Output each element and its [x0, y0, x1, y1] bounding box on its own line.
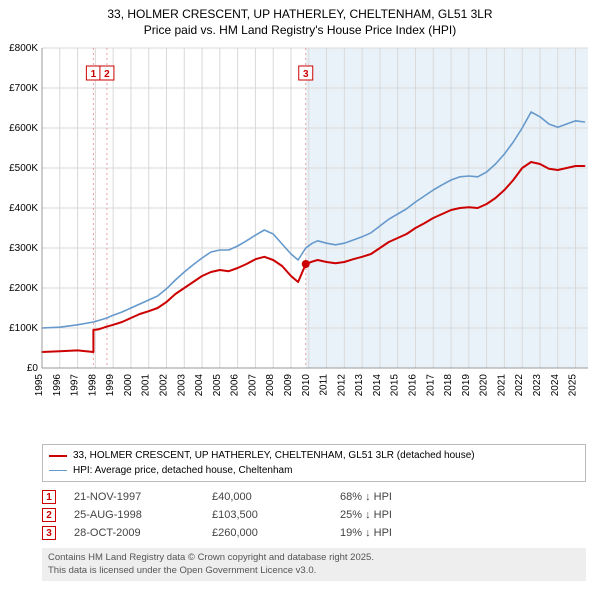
svg-text:£800K: £800K [9, 43, 38, 54]
chart-container: 33, HOLMER CRESCENT, UP HATHERLEY, CHELT… [0, 0, 600, 581]
legend-swatch [49, 470, 67, 471]
svg-text:2012: 2012 [336, 374, 347, 397]
svg-text:2003: 2003 [176, 374, 187, 397]
title-address: 33, HOLMER CRESCENT, UP HATHERLEY, CHELT… [0, 6, 600, 22]
svg-text:2000: 2000 [123, 374, 134, 397]
svg-text:2001: 2001 [141, 374, 152, 397]
svg-text:£300K: £300K [9, 243, 38, 254]
sale-marker-number: 2 [42, 508, 56, 522]
sale-row: 1 21-NOV-1997 £40,000 68% ↓ HPI [42, 488, 586, 506]
sale-row: 2 25-AUG-1998 £103,500 25% ↓ HPI [42, 506, 586, 524]
svg-text:2015: 2015 [390, 374, 401, 397]
legend-swatch [49, 455, 67, 457]
svg-text:2011: 2011 [319, 374, 330, 396]
svg-text:2020: 2020 [479, 374, 490, 397]
svg-text:2019: 2019 [461, 374, 472, 397]
svg-text:2: 2 [104, 69, 110, 80]
svg-text:£400K: £400K [9, 203, 38, 214]
svg-text:2005: 2005 [212, 374, 223, 397]
footer-line2: This data is licensed under the Open Gov… [48, 565, 580, 577]
sale-marker-number: 1 [42, 490, 56, 504]
svg-text:£500K: £500K [9, 163, 38, 174]
chart-svg: £0 £100K £200K £300K £400K £500K £600K £700K £80… [0, 40, 600, 440]
svg-text:2017: 2017 [425, 374, 436, 397]
attribution-footer: Contains HM Land Registry data © Crown c… [42, 548, 586, 581]
svg-text:2013: 2013 [354, 374, 365, 397]
sale-vs-hpi: 25% ↓ HPI [340, 509, 460, 521]
sale-date: 21-NOV-1997 [74, 491, 194, 503]
svg-text:2004: 2004 [194, 374, 205, 397]
legend: 33, HOLMER CRESCENT, UP HATHERLEY, CHELT… [42, 444, 586, 482]
legend-item: 33, HOLMER CRESCENT, UP HATHERLEY, CHELT… [49, 448, 579, 463]
chart-area: £0 £100K £200K £300K £400K £500K £600K £700K £80… [0, 40, 600, 440]
svg-text:2021: 2021 [496, 374, 507, 397]
sale-vs-hpi: 19% ↓ HPI [340, 527, 460, 539]
svg-text:£0: £0 [27, 363, 39, 374]
svg-text:£200K: £200K [9, 283, 38, 294]
title-block: 33, HOLMER CRESCENT, UP HATHERLEY, CHELT… [0, 0, 600, 40]
svg-text:£100K: £100K [9, 323, 38, 334]
svg-text:1996: 1996 [52, 374, 63, 397]
legend-label: 33, HOLMER CRESCENT, UP HATHERLEY, CHELT… [73, 448, 475, 463]
legend-item: HPI: Average price, detached house, Chel… [49, 463, 579, 478]
sale-price: £260,000 [212, 527, 322, 539]
svg-text:2023: 2023 [532, 374, 543, 397]
svg-text:2022: 2022 [514, 374, 525, 397]
svg-text:2024: 2024 [550, 374, 561, 397]
sale-row: 3 28-OCT-2009 £260,000 19% ↓ HPI [42, 524, 586, 542]
svg-text:2018: 2018 [443, 374, 454, 397]
svg-text:2025: 2025 [568, 374, 579, 397]
svg-text:1997: 1997 [70, 374, 81, 397]
svg-text:2002: 2002 [158, 374, 169, 397]
svg-text:1: 1 [91, 69, 97, 80]
sale-price: £103,500 [212, 509, 322, 521]
sale-marker-number: 3 [42, 526, 56, 540]
svg-text:1998: 1998 [87, 374, 98, 397]
legend-label: HPI: Average price, detached house, Chel… [73, 463, 292, 478]
svg-text:2010: 2010 [301, 374, 312, 397]
svg-text:3: 3 [303, 69, 309, 80]
sale-vs-hpi: 68% ↓ HPI [340, 491, 460, 503]
sale-date: 28-OCT-2009 [74, 527, 194, 539]
svg-text:2008: 2008 [265, 374, 276, 397]
svg-text:2016: 2016 [407, 374, 418, 397]
svg-text:2006: 2006 [230, 374, 241, 397]
svg-text:2009: 2009 [283, 374, 294, 397]
svg-text:2007: 2007 [247, 374, 258, 397]
sale-date: 25-AUG-1998 [74, 509, 194, 521]
svg-text:1995: 1995 [34, 374, 45, 397]
sales-table: 1 21-NOV-1997 £40,000 68% ↓ HPI 2 25-AUG-1998… [42, 488, 586, 542]
footer-line1: Contains HM Land Registry data © Crown c… [48, 552, 580, 564]
title-subtitle: Price paid vs. HM Land Registry's House … [0, 22, 600, 38]
svg-text:2014: 2014 [372, 374, 383, 397]
sale-price: £40,000 [212, 491, 322, 503]
svg-text:1999: 1999 [105, 374, 116, 397]
svg-text:£700K: £700K [9, 83, 38, 94]
svg-text:£600K: £600K [9, 123, 38, 134]
